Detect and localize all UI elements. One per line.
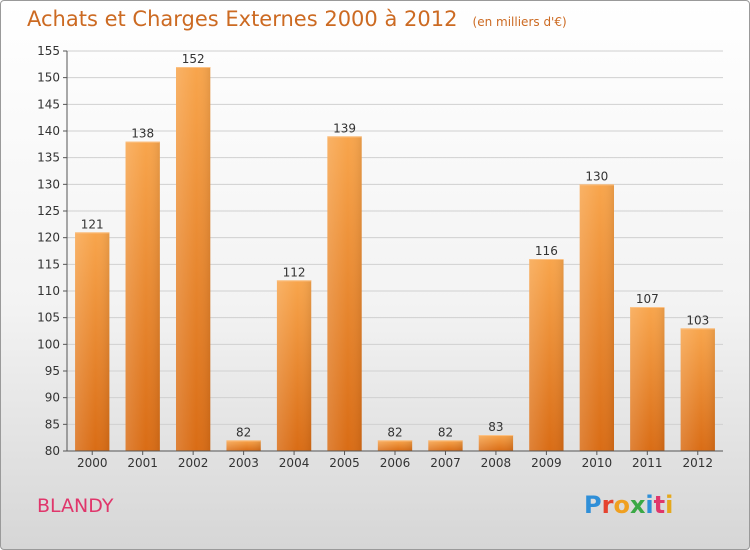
bar-shade bbox=[327, 136, 362, 452]
y-tick-label: 90 bbox=[45, 391, 60, 405]
bar-shade bbox=[276, 280, 312, 451]
bar-value-label: 121 bbox=[81, 217, 104, 231]
bar-value-label: 82 bbox=[438, 425, 453, 439]
x-tick-label: 2006 bbox=[380, 456, 411, 470]
x-tick-label: 2002 bbox=[178, 456, 209, 470]
x-tick-label: 2004 bbox=[279, 456, 310, 470]
x-tick-label: 2011 bbox=[632, 456, 663, 470]
x-tick-label: 2000 bbox=[77, 456, 108, 470]
y-tick-label: 110 bbox=[37, 284, 60, 298]
y-tick-label: 115 bbox=[37, 257, 60, 271]
bar-value-label: 82 bbox=[387, 425, 402, 439]
bar-shade bbox=[75, 232, 110, 451]
labels-layer: 121 2000 138 2001 152 2002 82 2003 112 2004 139 200… bbox=[77, 52, 713, 470]
y-tick-label: 85 bbox=[45, 417, 60, 431]
grid-layer bbox=[67, 50, 723, 452]
logo-letter: o bbox=[613, 491, 630, 519]
bar-value-label: 130 bbox=[585, 169, 608, 183]
x-tick-label: 2001 bbox=[127, 456, 158, 470]
bar-shade bbox=[680, 328, 715, 451]
y-tick-label: 155 bbox=[37, 44, 60, 58]
bar-shade bbox=[175, 67, 211, 451]
bar-value-label: 139 bbox=[333, 121, 356, 135]
y-tick-label: 145 bbox=[37, 97, 60, 111]
logo-letter: i bbox=[665, 491, 674, 519]
commune-name: BLANDY bbox=[37, 495, 114, 517]
bar-shade bbox=[579, 184, 615, 452]
x-tick-label: 2009 bbox=[531, 456, 562, 470]
y-tick-label: 120 bbox=[37, 231, 60, 245]
bar-shade bbox=[125, 141, 160, 451]
bars-layer bbox=[75, 67, 715, 452]
x-tick-label: 2003 bbox=[228, 456, 259, 470]
y-tick-label: 100 bbox=[37, 337, 60, 351]
y-tick-label: 140 bbox=[37, 124, 60, 138]
logo-letter: t bbox=[653, 491, 666, 519]
bar-shade bbox=[630, 307, 665, 451]
chart-subtitle: (en milliers d'€) bbox=[472, 15, 567, 29]
logo-letter: i bbox=[645, 491, 654, 519]
proxiti-logo: Proxiti bbox=[584, 491, 673, 519]
bar-shade bbox=[529, 259, 564, 451]
bar-value-label: 112 bbox=[283, 265, 306, 279]
bar-value-label: 116 bbox=[535, 244, 558, 258]
logo-letter: x bbox=[629, 491, 646, 519]
y-tick-label: 95 bbox=[45, 364, 60, 378]
x-tick-label: 2012 bbox=[682, 456, 713, 470]
bar-shade bbox=[226, 440, 261, 451]
bar-shade bbox=[377, 440, 413, 451]
bar-value-label: 152 bbox=[182, 52, 205, 66]
bar-shade bbox=[428, 440, 463, 451]
y-tick-label: 125 bbox=[37, 204, 60, 218]
bar-shade bbox=[478, 435, 514, 451]
logo-letter: r bbox=[601, 491, 614, 519]
logo-letter: P bbox=[584, 491, 602, 519]
bar-value-label: 83 bbox=[488, 420, 503, 434]
x-tick-label: 2010 bbox=[582, 456, 613, 470]
y-tick-label: 105 bbox=[37, 311, 60, 325]
axis-layer: 80 85 90 95 100 105 110 115 120 125 130 135 140 145 15… bbox=[37, 44, 723, 458]
bar-value-label: 103 bbox=[686, 313, 709, 327]
x-tick-label: 2005 bbox=[329, 456, 360, 470]
chart-title: Achats et Charges Externes 2000 à 2012 bbox=[27, 7, 458, 31]
y-tick-label: 80 bbox=[45, 444, 60, 458]
y-tick-label: 150 bbox=[37, 71, 60, 85]
y-tick-label: 130 bbox=[37, 177, 60, 191]
bar-value-label: 138 bbox=[131, 127, 154, 141]
y-tick-label: 135 bbox=[37, 151, 60, 165]
x-tick-label: 2007 bbox=[430, 456, 461, 470]
bar-value-label: 107 bbox=[636, 292, 659, 306]
bar-value-label: 82 bbox=[236, 425, 251, 439]
x-tick-label: 2008 bbox=[481, 456, 512, 470]
title-row: Achats et Charges Externes 2000 à 2012 (… bbox=[27, 7, 567, 31]
